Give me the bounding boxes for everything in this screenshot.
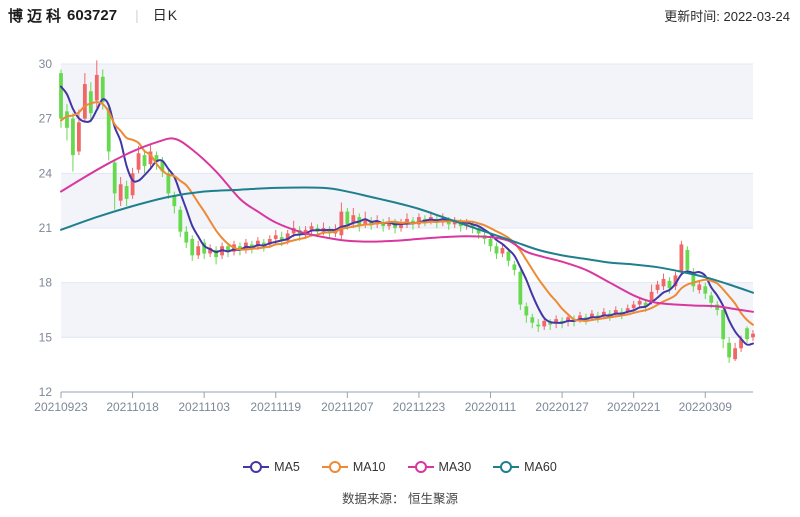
legend-label: MA60 [524,460,557,474]
stock-code: 603727 [67,6,118,24]
period-label: 日K [152,7,179,23]
svg-text:20211207: 20211207 [321,400,374,414]
svg-text:20211018: 20211018 [106,400,159,414]
svg-text:15: 15 [39,330,53,344]
legend-label: MA10 [352,460,386,474]
svg-text:30: 30 [39,57,53,71]
svg-text:18: 18 [39,276,53,290]
header-divider: | [135,7,139,23]
line-ring-icon [407,461,434,473]
line-ring-icon [321,461,348,473]
legend: MA5 MA10 MA30 MA60 [0,452,800,482]
svg-text:20210923: 20210923 [34,400,88,414]
svg-text:20220309: 20220309 [679,400,733,414]
svg-text:20220127: 20220127 [535,400,589,414]
line-ring-icon [493,461,520,473]
svg-text:12: 12 [39,385,53,399]
header: 博迈科 603727 | 日K 更新时间: 2022-03-24 [0,0,800,30]
update-time: 更新时间: 2022-03-24 [664,8,790,24]
title-group: 博迈科 603727 | 日K [0,5,178,26]
legend-item-ma30[interactable]: MA30 [407,460,472,474]
svg-text:21: 21 [39,221,53,235]
line-ring-icon [243,461,270,473]
svg-text:27: 27 [39,112,53,126]
svg-text:20211103: 20211103 [178,400,230,414]
legend-item-ma60[interactable]: MA60 [493,460,557,474]
svg-text:20220111: 20220111 [465,400,517,414]
svg-text:20220221: 20220221 [607,400,661,414]
svg-text:20211119: 20211119 [250,400,301,414]
legend-label: MA30 [438,460,472,474]
data-source-note: 数据来源： 恒生聚源 [342,492,458,506]
svg-text:20211223: 20211223 [393,400,446,414]
legend-item-ma10[interactable]: MA10 [321,460,386,474]
kline-chart[interactable]: 30 27 24 21 18 15 12 20210923 20211018 20211103 20… [0,30,800,430]
legend-item-ma5[interactable]: MA5 [243,460,300,474]
svg-text:24: 24 [39,166,53,180]
stock-name: 博迈科 [8,7,66,25]
legend-label: MA5 [274,460,300,474]
